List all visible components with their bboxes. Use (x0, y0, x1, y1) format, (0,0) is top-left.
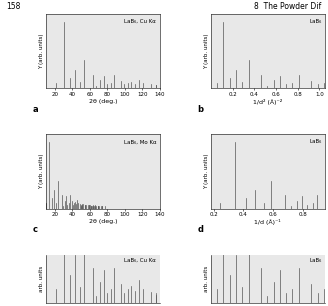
Text: 8  The Powder Dif: 8 The Powder Dif (254, 2, 321, 10)
Text: LaB₆: LaB₆ (309, 139, 321, 144)
X-axis label: 1/d² (Å)⁻²: 1/d² (Å)⁻² (253, 99, 282, 105)
Text: d: d (197, 225, 203, 234)
Y-axis label: Y (arb. units): Y (arb. units) (39, 33, 44, 69)
Text: c: c (32, 225, 37, 234)
X-axis label: 1/d (Å)⁻¹: 1/d (Å)⁻¹ (255, 219, 281, 225)
Text: LaB₆, Mo Kα: LaB₆, Mo Kα (124, 139, 156, 144)
Y-axis label: Y (arb. units): Y (arb. units) (204, 154, 209, 189)
Y-axis label: Y (arb. units): Y (arb. units) (39, 154, 44, 189)
Text: LaB₆: LaB₆ (309, 19, 321, 24)
X-axis label: 2θ (deg.): 2θ (deg.) (89, 99, 117, 104)
Text: b: b (197, 105, 203, 114)
Y-axis label: arb. units: arb. units (204, 266, 209, 292)
Text: LaB₆: LaB₆ (309, 258, 321, 263)
X-axis label: 2θ (deg.): 2θ (deg.) (89, 219, 117, 224)
Y-axis label: arb. units: arb. units (39, 266, 44, 292)
Text: LaB₆, Cu Kα: LaB₆, Cu Kα (124, 19, 156, 24)
Text: 158: 158 (7, 2, 21, 10)
Text: a: a (32, 105, 38, 114)
Y-axis label: Y (arb. units): Y (arb. units) (204, 33, 209, 69)
Text: LaB₆, Cu Kα: LaB₆, Cu Kα (124, 258, 156, 263)
